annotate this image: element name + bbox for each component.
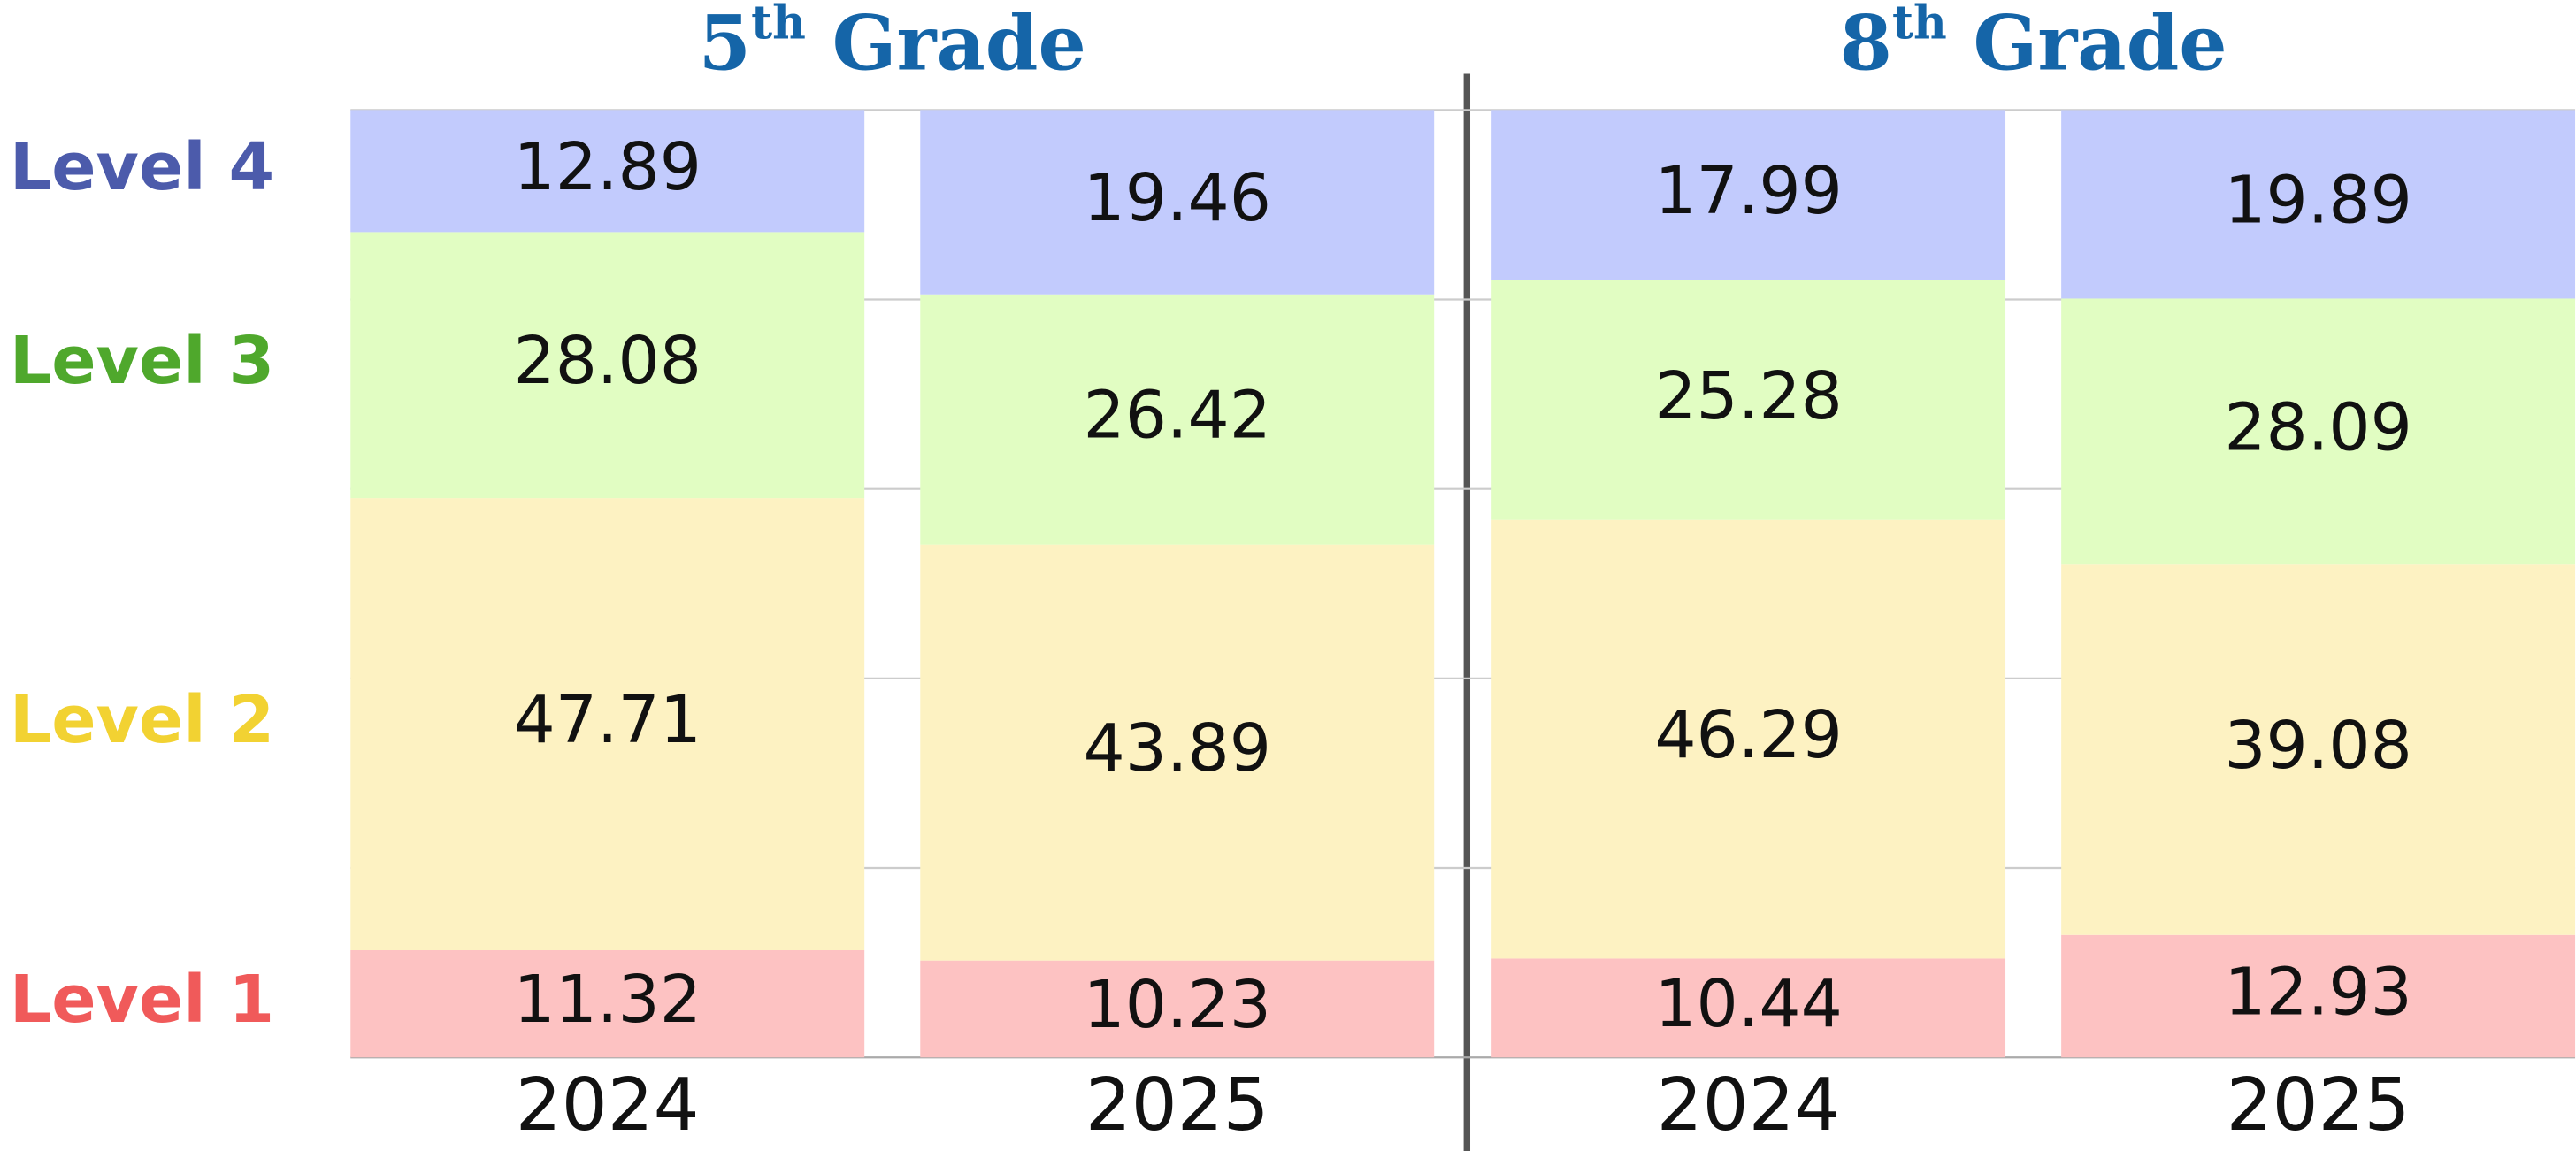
value-label: 43.89	[1083, 710, 1270, 787]
bar-segment	[920, 960, 1435, 1058]
bar-segment	[2061, 298, 2576, 565]
value-label: 12.93	[2224, 953, 2411, 1030]
bar-segment	[350, 949, 865, 1058]
value-label: 47.71	[513, 681, 701, 758]
bar-segment	[920, 110, 1435, 295]
x-tick-label: 2025	[1085, 1063, 1269, 1147]
group-title: 5th Grade	[699, 0, 1086, 88]
bar-segment	[1491, 110, 2006, 280]
bar-segment	[350, 498, 865, 950]
value-label: 26.42	[1083, 377, 1270, 454]
x-tick-label: 2024	[516, 1063, 700, 1147]
value-label: 10.23	[1083, 966, 1270, 1043]
value-label: 28.09	[2224, 388, 2411, 465]
value-label: 12.89	[513, 128, 701, 205]
group-title: 8th Grade	[1840, 0, 2227, 88]
value-label: 19.46	[1083, 159, 1270, 236]
value-label: 25.28	[1654, 357, 1842, 434]
bar-segment	[1491, 958, 2006, 1058]
value-label: 17.99	[1654, 152, 1842, 229]
legend-label: Level 2	[10, 681, 274, 758]
bar-segment	[920, 544, 1435, 961]
value-label: 39.08	[2224, 707, 2411, 784]
legend-label: Level 3	[10, 322, 274, 399]
bar-segment	[2061, 564, 2576, 935]
bar-segment	[1491, 280, 2006, 520]
value-label: 19.89	[2224, 161, 2411, 238]
x-tick-label: 2024	[1657, 1063, 1841, 1147]
bar-segment	[1491, 519, 2006, 959]
bar-segment	[2061, 110, 2576, 299]
value-label: 10.44	[1654, 965, 1842, 1042]
bar-segment	[350, 232, 865, 499]
legend-label: Level 1	[10, 961, 274, 1038]
value-label: 28.08	[513, 322, 701, 399]
bar-segment	[2061, 934, 2576, 1058]
bar-segment	[350, 110, 865, 233]
legend-label: Level 4	[10, 128, 274, 205]
x-tick-label: 2025	[2227, 1063, 2411, 1147]
value-label: 46.29	[1654, 696, 1842, 773]
value-label: 11.32	[513, 961, 701, 1038]
bar-segment	[920, 294, 1435, 545]
